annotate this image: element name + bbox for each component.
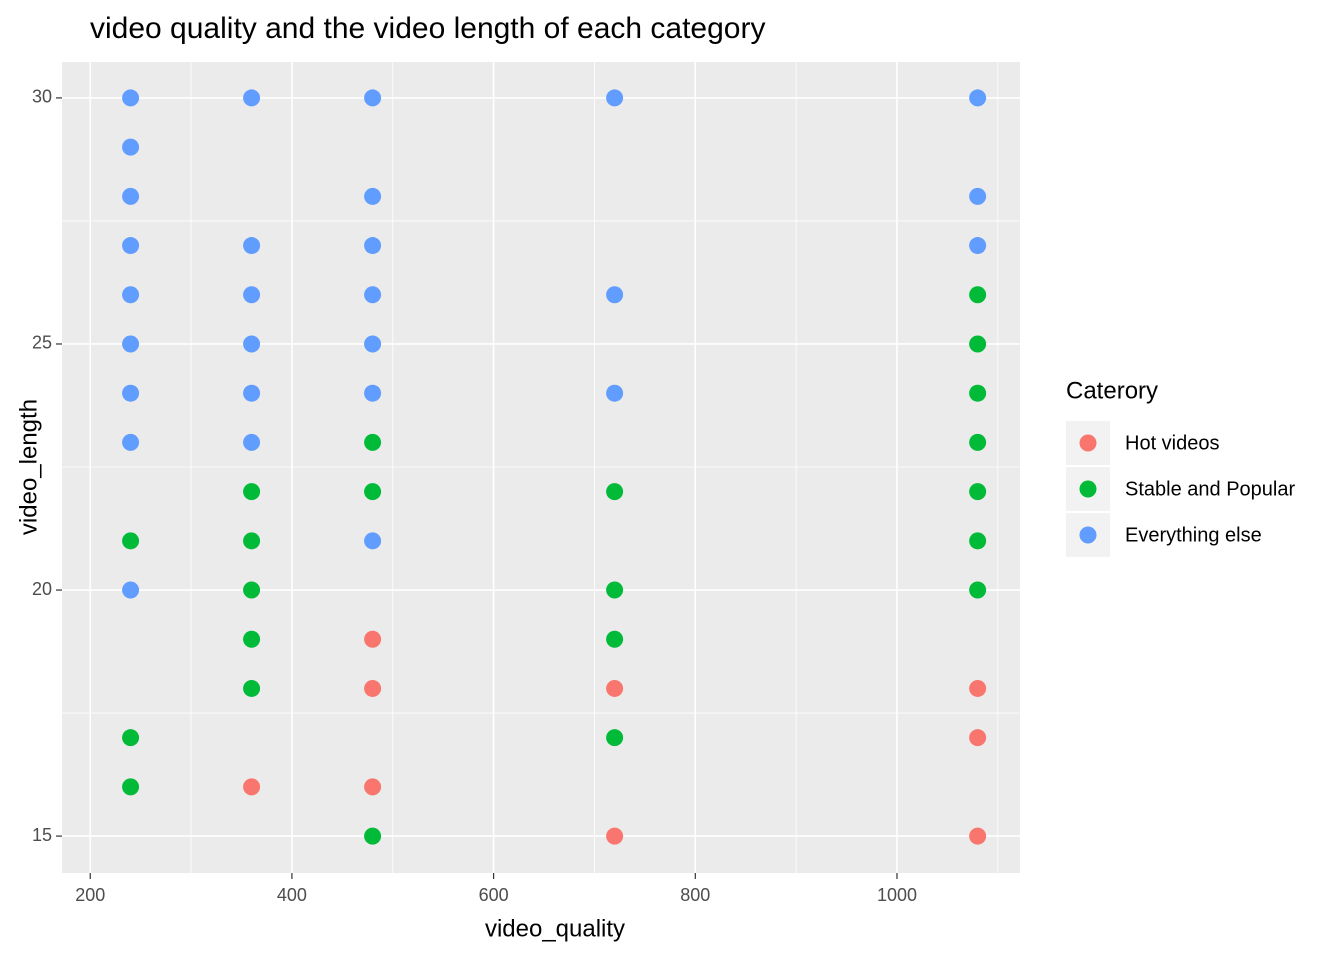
legend-swatch xyxy=(1079,526,1097,544)
point xyxy=(243,384,261,402)
points xyxy=(122,89,987,845)
point xyxy=(969,581,987,599)
y-axis-title: video_length xyxy=(15,399,42,535)
point xyxy=(969,729,987,747)
point xyxy=(606,581,624,599)
x-tick-label: 1000 xyxy=(877,885,917,905)
point xyxy=(243,433,261,451)
point xyxy=(364,679,382,697)
point xyxy=(969,384,987,402)
point xyxy=(969,286,987,304)
point xyxy=(243,778,261,796)
point xyxy=(364,433,382,451)
point xyxy=(969,335,987,353)
point xyxy=(969,433,987,451)
point xyxy=(969,679,987,697)
point xyxy=(243,630,261,648)
point xyxy=(243,679,261,697)
point xyxy=(969,187,987,205)
legend-label: Everything else xyxy=(1125,524,1262,546)
plot-panel xyxy=(62,62,1020,873)
point xyxy=(969,827,987,845)
point xyxy=(122,384,140,402)
point xyxy=(606,483,624,501)
point xyxy=(969,483,987,501)
point xyxy=(364,286,382,304)
point xyxy=(122,778,140,796)
point xyxy=(122,729,140,747)
point xyxy=(122,187,140,205)
point xyxy=(243,286,261,304)
point xyxy=(606,286,624,304)
legend: Hot videos Stable and Popular Everything e… xyxy=(1066,421,1295,557)
point xyxy=(122,138,140,156)
point xyxy=(606,630,624,648)
point xyxy=(122,581,140,599)
point xyxy=(364,532,382,550)
y-tick-label: 15 xyxy=(32,825,52,845)
legend-title: Caterory xyxy=(1066,377,1158,404)
point xyxy=(243,532,261,550)
point xyxy=(606,384,624,402)
point xyxy=(364,384,382,402)
y-tick-label: 20 xyxy=(32,579,52,599)
x-tick-label: 800 xyxy=(680,885,710,905)
point xyxy=(969,532,987,550)
point xyxy=(364,237,382,255)
y-tick-label: 30 xyxy=(32,87,52,107)
legend-swatch xyxy=(1079,480,1097,498)
x-tick-label: 600 xyxy=(479,885,509,905)
point xyxy=(364,187,382,205)
x-tick-label: 400 xyxy=(277,885,307,905)
legend-label: Stable and Popular xyxy=(1125,478,1295,500)
x-axis-title: video_quality xyxy=(485,915,625,942)
point xyxy=(243,335,261,353)
point xyxy=(364,89,382,107)
point xyxy=(122,237,140,255)
legend-label: Hot videos xyxy=(1125,432,1220,454)
point xyxy=(364,335,382,353)
point xyxy=(122,89,140,107)
point xyxy=(606,679,624,697)
chart-title: video quality and the video length of ea… xyxy=(90,12,765,45)
point xyxy=(122,286,140,304)
point xyxy=(243,89,261,107)
point xyxy=(122,532,140,550)
grid xyxy=(62,62,1020,873)
point xyxy=(364,483,382,501)
point xyxy=(364,778,382,796)
point xyxy=(606,729,624,747)
point xyxy=(243,581,261,599)
point xyxy=(122,433,140,451)
point xyxy=(364,630,382,648)
point xyxy=(969,237,987,255)
legend-swatch xyxy=(1079,434,1097,452)
point xyxy=(969,89,987,107)
point xyxy=(606,827,624,845)
x-tick-label: 200 xyxy=(75,885,105,905)
point xyxy=(606,89,624,107)
point xyxy=(122,335,140,353)
y-tick-label: 25 xyxy=(32,333,52,353)
point xyxy=(243,237,261,255)
point xyxy=(243,483,261,501)
point xyxy=(364,827,382,845)
